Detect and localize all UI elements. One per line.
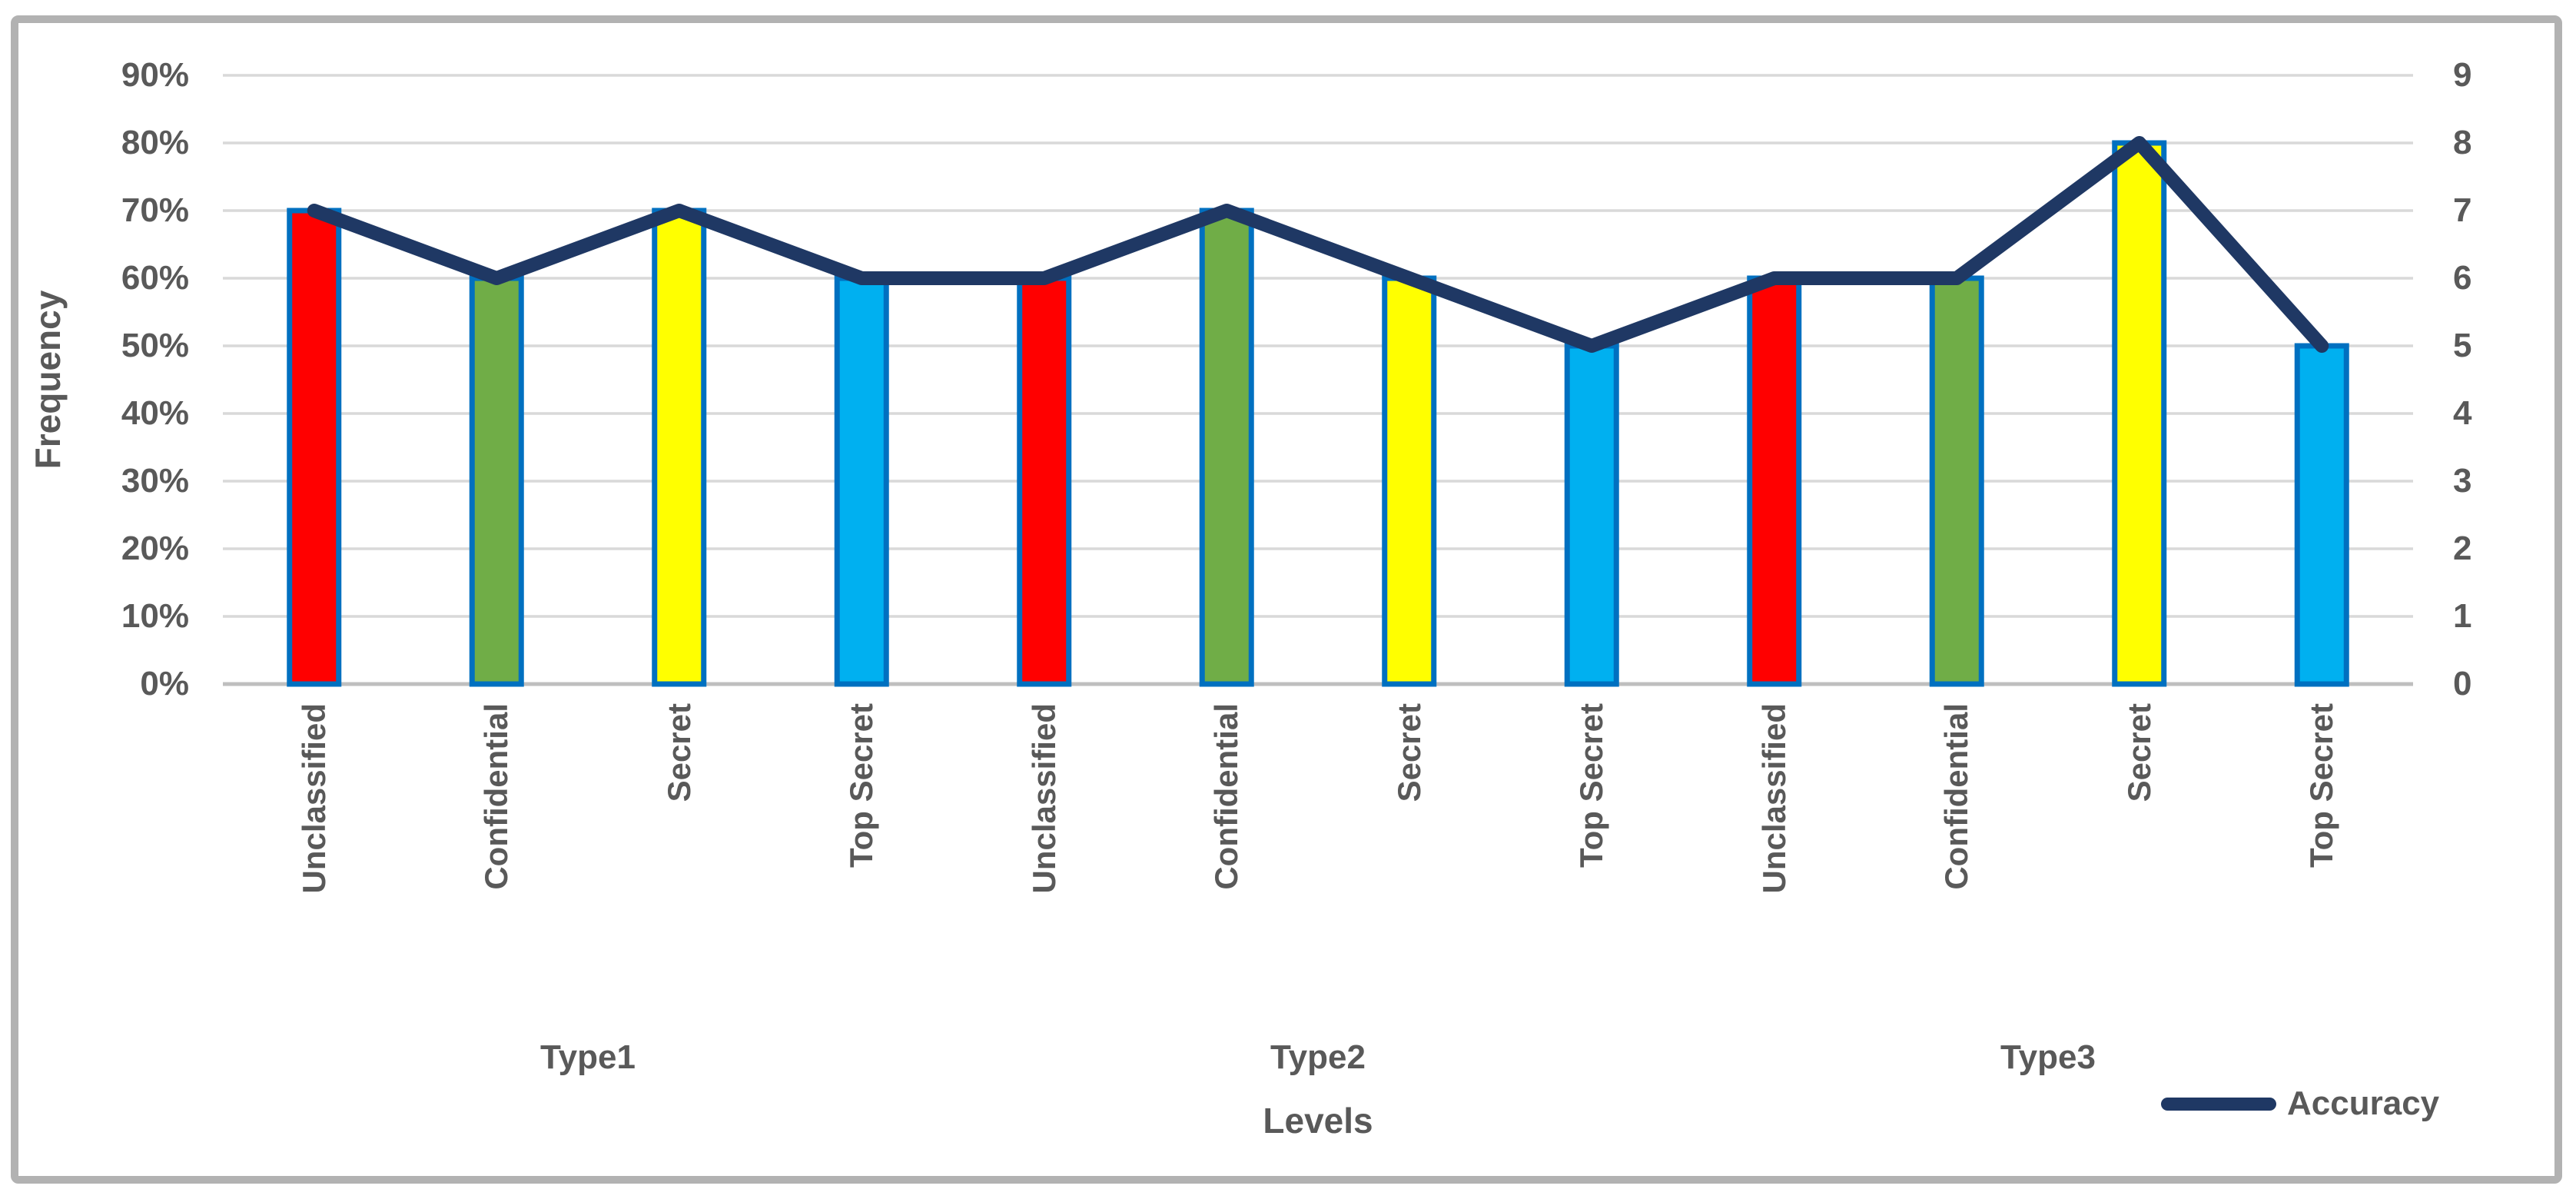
bar-unclassified <box>287 208 342 687</box>
left-tick-60%: 60% <box>121 259 189 297</box>
left-tick-70%: 70% <box>121 191 189 229</box>
right-tick-5: 5 <box>2453 327 2472 364</box>
bar-confidential <box>1929 275 1984 687</box>
bar-unclassified <box>1017 275 1072 687</box>
category-label-confidential: Confidential <box>1938 703 1975 890</box>
bar-top-secret <box>834 275 889 687</box>
category-label-confidential: Confidential <box>478 703 515 890</box>
left-tick-0%: 0% <box>140 665 189 702</box>
bar-confidential <box>1199 208 1254 687</box>
left-axis-title: Frequency <box>28 290 68 470</box>
right-tick-0: 0 <box>2453 665 2472 702</box>
left-tick-20%: 20% <box>121 530 189 567</box>
bar-secret <box>1382 275 1437 687</box>
category-label-unclassified: Unclassified <box>295 703 332 894</box>
group-label-type3: Type3 <box>2000 1038 2096 1076</box>
category-label-unclassified: Unclassified <box>1025 703 1062 894</box>
right-tick-1: 1 <box>2453 597 2472 635</box>
bar-secret <box>652 208 707 687</box>
left-tick-50%: 50% <box>121 327 189 364</box>
left-tick-10%: 10% <box>121 597 189 635</box>
accuracy-line <box>307 136 2329 353</box>
bar-confidential <box>469 275 524 687</box>
bar-unclassified <box>1747 275 1802 687</box>
right-tick-4: 4 <box>2453 394 2472 432</box>
category-label-confidential: Confidential <box>1208 703 1245 890</box>
left-tick-80%: 80% <box>121 124 189 161</box>
left-tick-90%: 90% <box>121 56 189 94</box>
group-label-type1: Type1 <box>540 1038 636 1076</box>
bar-top-secret <box>2294 343 2349 687</box>
chart-frame <box>11 15 2562 1184</box>
category-label-unclassified: Unclassified <box>1755 703 1792 894</box>
category-label-top-secret: Top Secret <box>843 703 880 868</box>
category-label-secret: Secret <box>2120 703 2157 802</box>
category-label-top-secret: Top Secret <box>1573 703 1610 868</box>
group-label-type2: Type2 <box>1270 1038 1366 1076</box>
right-tick-6: 6 <box>2453 259 2472 297</box>
legend-label-accuracy: Accuracy <box>2287 1084 2440 1122</box>
bar-secret <box>2112 140 2167 687</box>
right-tick-8: 8 <box>2453 124 2472 161</box>
left-tick-40%: 40% <box>121 394 189 432</box>
left-tick-30%: 30% <box>121 462 189 500</box>
category-label-secret: Secret <box>660 703 697 802</box>
accuracy-line-swatch <box>2161 1097 2276 1111</box>
legend: Accuracy <box>2161 1081 2439 1127</box>
right-tick-3: 3 <box>2453 462 2472 500</box>
category-label-secret: Secret <box>1390 703 1427 802</box>
right-tick-9: 9 <box>2453 56 2472 94</box>
x-axis-title: Levels <box>1263 1101 1373 1141</box>
bar-top-secret <box>1564 343 1619 687</box>
right-tick-2: 2 <box>2453 530 2472 567</box>
right-tick-7: 7 <box>2453 191 2472 229</box>
category-label-top-secret: Top Secret <box>2303 703 2340 868</box>
